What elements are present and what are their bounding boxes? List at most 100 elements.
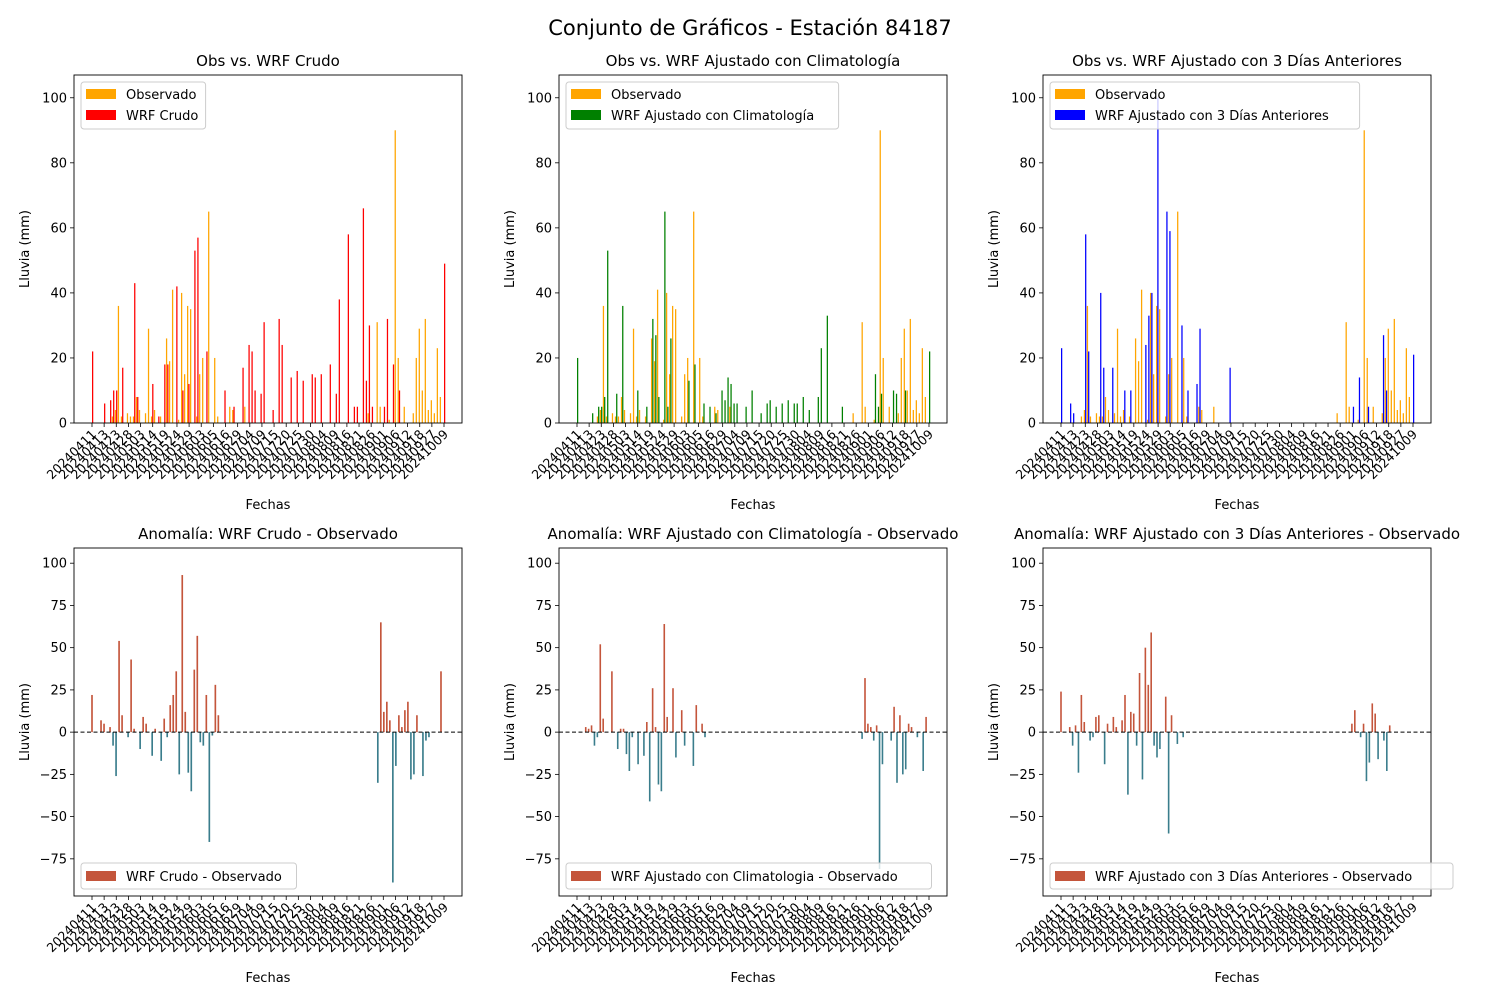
bar-wrf [736, 403, 738, 423]
bar-anomalia [672, 688, 674, 733]
bar-observado [912, 409, 914, 423]
bar-anomalia [416, 715, 418, 733]
bar-anomalia [211, 732, 214, 736]
y-axis-label: Lluvia (mm) [18, 210, 33, 288]
bar-anomalia [881, 732, 884, 765]
bar-observado [1119, 416, 1122, 423]
bar-observado [1348, 406, 1350, 423]
bar-wrf [335, 393, 337, 423]
bar-wrf [137, 396, 139, 423]
bar-wrf [1382, 335, 1385, 423]
bar-observado [1384, 357, 1386, 423]
bar-wrf [793, 403, 795, 423]
bar-wrf [206, 351, 208, 423]
bar-wrf [164, 364, 166, 423]
bar-wrf [356, 406, 359, 423]
bar-observado [388, 419, 390, 423]
bar-wrf [802, 396, 804, 423]
bar-anomalia [217, 715, 220, 733]
bar-observado [1363, 130, 1365, 423]
bar-anomalia [184, 711, 187, 733]
bar-observado [635, 416, 638, 423]
bar-observado [915, 400, 917, 423]
bar-anomalia [666, 716, 668, 733]
bar-anomalia [196, 635, 199, 733]
bar-anomalia [1095, 716, 1097, 733]
bar-anomalia [867, 723, 869, 733]
bar-wrf [371, 406, 374, 423]
bar-observado [675, 309, 677, 423]
bar-anomalia [1068, 727, 1071, 733]
bar-wrf [652, 318, 654, 423]
plot-frame [558, 74, 948, 424]
bar-observado [903, 328, 905, 423]
bar-observado [165, 338, 168, 423]
bar-wrf [724, 400, 726, 423]
bar-wrf [1229, 367, 1231, 423]
bar-wrf [1169, 231, 1171, 423]
bar-wrf [715, 413, 717, 423]
bar-anomalia [154, 728, 157, 733]
bar-anomalia [1130, 711, 1132, 733]
bar-wrf [281, 344, 283, 423]
bar-wrf [1124, 390, 1126, 423]
bar-observado [1101, 416, 1104, 423]
y-axis-label: Lluvia (mm) [18, 683, 33, 761]
bar-wrf [709, 406, 711, 423]
bar-observado [638, 409, 641, 423]
bar-observado [202, 357, 204, 423]
y-tick-label: 40 [1019, 286, 1036, 301]
bar-anomalia [596, 732, 599, 738]
bar-wrf [607, 250, 609, 423]
bar-wrf [320, 374, 322, 423]
y-tick-label: 50 [1019, 641, 1036, 656]
bar-observado [199, 374, 201, 423]
bar-wrf [1070, 403, 1072, 423]
bar-anomalia [654, 727, 657, 733]
bar-observado [244, 406, 246, 423]
bar-observado [1089, 416, 1092, 423]
legend-box [1049, 81, 1361, 130]
bar-anomalia [121, 715, 123, 733]
legend: WRF Ajustado con 3 Días Anteriores - Obs… [1049, 862, 1454, 890]
bar-observado [1198, 406, 1200, 423]
legend: WRF Crudo - Observado [80, 862, 297, 890]
bar-anomalia [100, 720, 102, 733]
bar-wrf [224, 390, 226, 423]
panel-obs-vs-wrf-crudo: Obs vs. WRF Crudo02040608010020240411202… [18, 52, 463, 513]
bar-observado [1140, 289, 1143, 423]
y-tick-label: −25 [525, 768, 552, 783]
bar-observado [918, 413, 920, 423]
bar-wrf [1413, 354, 1415, 423]
bar-anomalia [1098, 715, 1100, 733]
bar-anomalia [395, 732, 397, 766]
panel-anomalia-wrf-crudo: Anomalía: WRF Crudo - Observado −75 −50 −25… [18, 525, 463, 986]
bar-wrf [1061, 348, 1063, 423]
bar-anomalia [109, 727, 111, 733]
bar-anomalia [1127, 732, 1129, 795]
bar-wrf [1130, 390, 1132, 423]
bar-anomalia [1112, 716, 1115, 733]
bar-anomalia [646, 722, 648, 733]
bar-observado [1390, 390, 1392, 423]
bar-observado [699, 357, 701, 423]
bar-observado [135, 396, 138, 423]
bar-observado [596, 416, 599, 423]
y-axis-label: Lluvia (mm) [503, 683, 518, 761]
bar-observado [1122, 409, 1125, 423]
bar-observado [214, 357, 216, 423]
bar-observado [403, 406, 405, 423]
bar-anomalia [1074, 725, 1077, 733]
bar-observado [114, 409, 117, 423]
bar-wrf [577, 357, 579, 423]
bar-anomalia [660, 732, 663, 792]
panel-obs-vs-wrf-climatologia: Obs vs. WRF Ajustado con Climatología 0 20… [503, 52, 948, 513]
bar-wrf [302, 380, 304, 423]
y-tick-label: 75 [1019, 599, 1036, 614]
bar-anomalia [172, 694, 175, 733]
bar-observado [1137, 361, 1140, 423]
bar-anomalia [1386, 732, 1388, 771]
legend-swatch-wrf [86, 110, 116, 120]
y-tick-label: 40 [50, 286, 67, 301]
bar-observado [665, 292, 668, 423]
